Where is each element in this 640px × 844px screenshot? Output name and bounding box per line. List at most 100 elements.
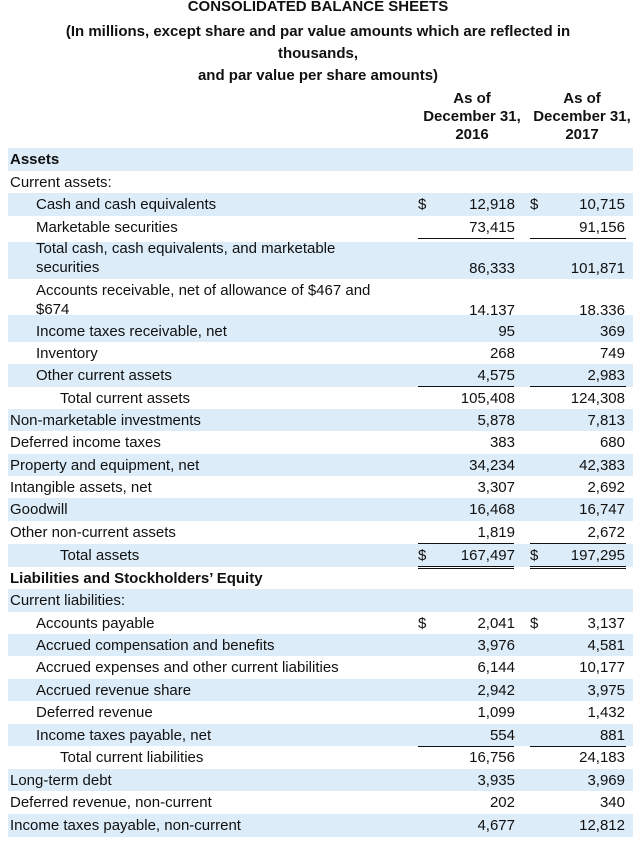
cell-value: 12,918: [469, 195, 515, 213]
cell-value: 14,137: [469, 301, 515, 319]
cell-value: 369: [599, 322, 625, 340]
underline: [418, 745, 514, 747]
cell-value: 2,692: [587, 478, 625, 496]
cell-value: 34,234: [469, 456, 515, 474]
currency-sign: $: [418, 195, 427, 213]
row-label: Income taxes payable, net: [36, 726, 212, 744]
currency-sign: $: [418, 614, 427, 632]
row-label: Accrued compensation and benefits: [36, 636, 275, 654]
cell-value: 16,468: [469, 500, 515, 518]
cell-value: 383: [489, 433, 515, 451]
underline: [530, 542, 626, 544]
cell-value: 24,183: [579, 748, 625, 766]
cell-value: 73,415: [469, 218, 515, 236]
cell-value: 881: [599, 726, 625, 744]
cell-value: 3,976: [477, 636, 515, 654]
cell-value: 12,812: [579, 816, 625, 834]
row-band: [8, 634, 633, 656]
row-label: Property and equipment, net: [10, 456, 200, 474]
title: CONSOLIDATED BALANCE SHEETS: [187, 0, 449, 15]
row-band: [8, 543, 633, 567]
cell-value: 1,099: [477, 703, 515, 721]
cell-value: 5,878: [477, 411, 515, 429]
underline: [530, 237, 626, 239]
row-label: Current liabilities:: [10, 591, 126, 609]
row-label: Other current assets: [36, 366, 172, 384]
row-label: Income taxes receivable, net: [36, 322, 227, 340]
row-label: Goodwill: [10, 500, 68, 518]
cell-value: 6,144: [477, 658, 515, 676]
row-band: [8, 193, 633, 216]
cell-value: 16,756: [469, 748, 515, 766]
row-label: Total cash, cash equivalents, and market…: [36, 239, 336, 276]
cell-value: 1,819: [477, 523, 515, 541]
cell-value: 10,715: [579, 195, 625, 213]
cell-value: 16,747: [579, 500, 625, 518]
cell-value: 101,871: [570, 259, 625, 277]
row-band: [8, 498, 633, 521]
cell-value: 105,408: [460, 389, 515, 407]
cell-value: 10,177: [579, 658, 625, 676]
underline: [530, 565, 626, 569]
row-label: Total current liabilities: [60, 748, 204, 766]
subtitle-line: and par value per share amounts): [197, 67, 439, 84]
cell-value: 42,383: [579, 456, 625, 474]
cell-value: 3,969: [587, 771, 625, 789]
row-label: Accrued expenses and other current liabi…: [36, 658, 339, 676]
column-header: As of December 31, 2017: [533, 90, 631, 143]
cell-value: 3,137: [587, 614, 625, 632]
row-label: Marketable securities: [36, 218, 178, 236]
cell-value: 167,497: [460, 546, 515, 564]
row-label: Long-term debt: [10, 771, 112, 789]
cell-value: 554: [489, 726, 515, 744]
underline: [530, 385, 626, 387]
underline: [530, 745, 626, 747]
row-label: Income taxes payable, non-current: [10, 816, 241, 834]
cell-value: 1,432: [587, 703, 625, 721]
row-label: Total assets: [60, 546, 140, 564]
subtitle-line: thousands,: [277, 45, 358, 62]
cell-value: 2,672: [587, 523, 625, 541]
cell-value: 4,581: [587, 636, 625, 654]
row-label: Liabilities and Stockholders’ Equity: [10, 569, 263, 587]
row-label: Accounts payable: [36, 614, 155, 632]
row-label: Current assets:: [10, 173, 112, 191]
currency-sign: $: [530, 546, 539, 564]
row-label: Inventory: [36, 344, 98, 362]
row-label: Deferred revenue: [36, 703, 153, 721]
row-band: [8, 768, 633, 791]
row-band: [8, 242, 633, 279]
cell-value: 4,575: [477, 366, 515, 384]
cell-value: 95: [498, 322, 515, 340]
row-band: [8, 315, 633, 342]
cell-value: 2,983: [587, 366, 625, 384]
cell-value: 680: [599, 433, 625, 451]
cell-value: 4,677: [477, 816, 515, 834]
row-band: [8, 678, 633, 701]
cell-value: 3,975: [587, 681, 625, 699]
row-label: Assets: [10, 150, 60, 168]
underline: [418, 565, 514, 569]
row-label: Intangible assets, net: [10, 478, 152, 496]
cell-value: 124,308: [570, 389, 625, 407]
cell-value: 268: [489, 344, 515, 362]
cell-value: 749: [599, 344, 625, 362]
currency-sign: $: [530, 614, 539, 632]
currency-sign: $: [530, 195, 539, 213]
row-label: Other non-current assets: [10, 523, 176, 541]
row-label: Total current assets: [60, 389, 191, 407]
cell-value: 3,307: [477, 478, 515, 496]
row-band: [8, 409, 633, 431]
column-header: As of December 31, 2016: [423, 90, 521, 143]
underline: [418, 237, 514, 239]
row-band: [8, 453, 633, 476]
underline: [418, 385, 514, 387]
cell-value: 340: [599, 793, 625, 811]
underline: [418, 542, 514, 544]
currency-sign: $: [418, 546, 427, 564]
cell-value: 2,041: [477, 614, 515, 632]
cell-value: 202: [489, 793, 515, 811]
subtitle-line: (In millions, except share and par value…: [65, 23, 571, 40]
row-label: Cash and cash equivalents: [36, 195, 217, 213]
